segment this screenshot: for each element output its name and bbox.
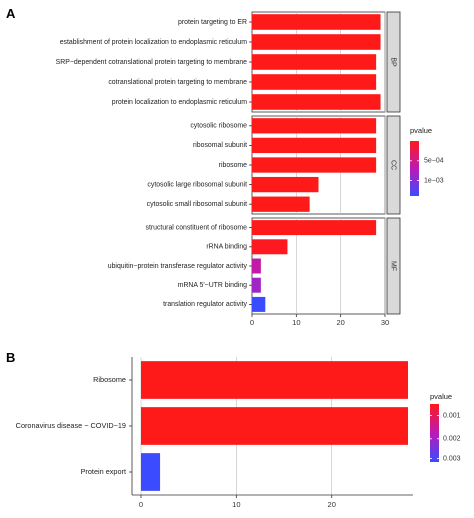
facet-strip-bp <box>386 11 401 113</box>
bar <box>252 296 266 312</box>
bar <box>252 137 377 154</box>
legend-label: 0.003 <box>443 455 461 462</box>
bar <box>141 361 408 399</box>
bar <box>252 157 377 173</box>
category-label: translation regulator activity <box>163 301 247 308</box>
panel-a-label: A <box>6 6 16 21</box>
category-label: cotranslational protein targeting to mem… <box>108 79 247 86</box>
legend-colorbar <box>430 404 439 462</box>
panel-b-label: B <box>6 350 15 365</box>
category-label: Protein export <box>81 467 126 476</box>
panel-a-chart: BP protein targeting to ER establishment o… <box>56 11 444 327</box>
x-tick-label: 0 <box>250 318 254 327</box>
legend-label: 1e−03 <box>424 177 444 184</box>
legend-label: 0.001 <box>443 412 461 419</box>
category-label: mRNA 5'−UTR binding <box>178 282 247 289</box>
x-tick-label: 20 <box>336 318 344 327</box>
legend-label: 0.002 <box>443 436 461 443</box>
bar <box>252 196 310 212</box>
category-label: cytosolic large ribosomal subunit <box>147 181 247 188</box>
bar <box>252 74 377 90</box>
panel-b-chart: Ribosome Coronavirus disease − COVID−19 Pr… <box>16 357 461 509</box>
category-label: ribosome <box>219 162 248 169</box>
x-tick-label: 20 <box>328 500 336 509</box>
bar <box>252 277 261 293</box>
category-label: SRP−dependent cotranslational protein ta… <box>56 59 248 66</box>
legend-colorbar <box>410 141 419 196</box>
facet-strip-label: CC <box>390 160 397 170</box>
category-label: rRNA binding <box>206 244 247 251</box>
category-label: protein localization to endoplasmic reti… <box>112 99 247 106</box>
bar <box>252 239 288 255</box>
x-tick-label: 30 <box>381 318 389 327</box>
bar <box>252 258 261 274</box>
bar <box>252 220 377 236</box>
category-label: Ribosome <box>93 375 126 384</box>
category-label: cytosolic ribosome <box>190 123 247 130</box>
bar <box>252 94 381 110</box>
facet-strip-label: MF <box>390 261 397 271</box>
category-label: establishment of protein localization to… <box>60 39 248 46</box>
category-label: cytosolic small ribosomal subunit <box>147 201 247 208</box>
category-label: Coronavirus disease − COVID−19 <box>16 421 126 430</box>
facet-strip-cc <box>386 115 401 215</box>
category-label: ubiquitin−protein transferase regulator … <box>108 263 248 270</box>
bar <box>252 54 377 70</box>
category-label: ribosomal subunit <box>193 142 247 149</box>
x-tick-label: 0 <box>139 500 143 509</box>
x-tick-label: 10 <box>232 500 240 509</box>
bar <box>141 407 408 445</box>
category-label: structural constituent of ribosome <box>146 224 248 231</box>
legend-label: 5e−04 <box>424 158 444 165</box>
legend-title: pvalue <box>410 126 432 135</box>
bar <box>141 453 161 491</box>
category-label: protein targeting to ER <box>178 19 247 26</box>
facet-strip-mf <box>386 217 401 315</box>
x-tick-label: 10 <box>292 318 300 327</box>
bar <box>252 14 381 30</box>
legend-title: pvalue <box>430 392 452 401</box>
bar <box>252 34 381 50</box>
bar <box>252 118 377 134</box>
bar <box>252 176 319 193</box>
facet-strip-label: BP <box>390 57 397 67</box>
